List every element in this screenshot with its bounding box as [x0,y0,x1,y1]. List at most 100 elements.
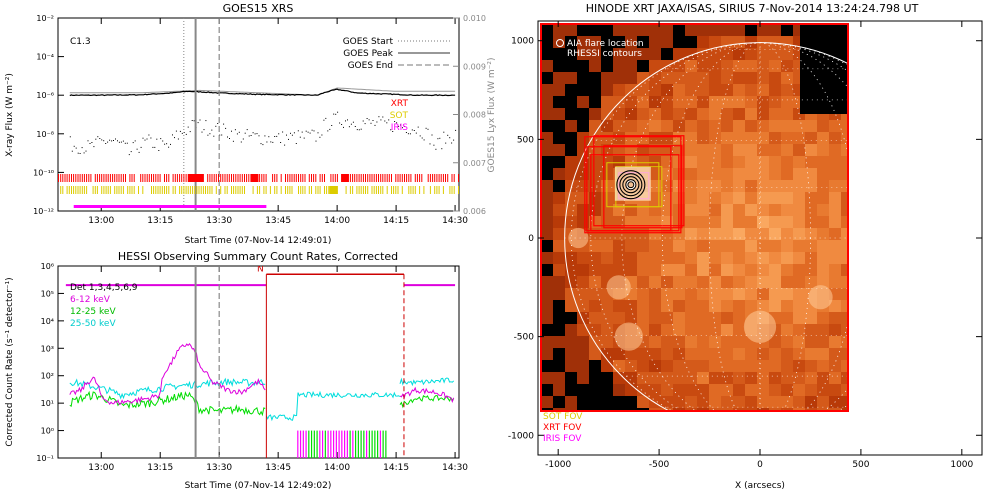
xrt-image-block [781,336,793,348]
goes-short-point [297,130,299,132]
goes-short-point [118,141,120,143]
xrt-image-block [709,300,721,312]
goes-short-point [170,143,171,145]
xrt-image-block [757,132,769,144]
xrt-coverage-tick [181,174,183,182]
sot-coverage-tick [453,186,455,194]
sot-coverage-tick [159,186,161,194]
xrt-image-block [757,168,769,180]
sot-coverage-tick [116,186,118,194]
xrt-image-block [673,108,685,120]
sot-coverage-tick [324,186,325,194]
goes-ytick-right-label: 0.007 [463,159,486,168]
xrt-image-block [577,60,589,72]
goes-short-point [150,137,152,139]
xrt-image-block [565,408,577,411]
xrt-coverage-tick [261,174,263,182]
rhessi-contour [619,173,643,197]
xrt-image-block [577,360,589,372]
xrt-image-block [733,312,745,324]
xrt-ytick-label: -500 [514,333,535,343]
xrt-image-block [577,336,589,348]
xrt-image-block [565,348,577,360]
xrt-image-block [637,48,649,60]
xrt-image-block [685,300,697,312]
goes-short-point [404,125,405,127]
xrt-image-block [601,240,613,252]
xrt-image-block [565,288,577,300]
xrt-image-block [697,252,709,264]
goes-short-point [421,137,423,139]
xrt-image-block [817,336,829,348]
xrt-image-block [769,360,781,372]
xrt-image-block [565,60,577,72]
xrt-image-block [841,348,848,360]
sot-coverage-tick [127,186,129,194]
xrt-image-block [793,300,805,312]
xrt-coverage-tick [265,174,267,182]
xrt-image-block [733,36,745,48]
xrt-coverage-tick [369,174,371,182]
goes-short-point [174,137,175,139]
sot-coverage-tick [380,186,382,194]
xrt-image-block [733,396,745,408]
xrt-image-block [793,120,805,132]
xrt-image-block [709,288,721,300]
xrt-image-block [709,264,721,276]
goes-short-point [101,139,103,141]
xrt-image-block [637,108,649,120]
sot-coverage-tick [336,186,338,194]
xrt-image-block [541,72,553,84]
xrt-image-block [841,408,848,411]
xrt-coverage-tick [174,174,176,182]
xrt-coverage-tick [380,174,382,182]
xrt-image-block [649,312,661,324]
xrt-coverage-tick [153,174,155,182]
sot-coverage-tick [401,186,403,194]
xrt-fov-box [584,136,682,234]
xrt-image-block [745,204,757,216]
xrt-coverage-tick [447,174,449,182]
goes-short-point [439,137,441,139]
sot-coverage-tick [192,186,194,194]
xrt-image-block [769,144,781,156]
goes-short-point [134,140,136,142]
xrt-coverage-tick [176,174,178,182]
xrt-image-block [709,324,721,336]
xrt-image-block [769,48,781,60]
xrt-image-block [625,72,637,84]
goes-short-point [221,134,223,136]
sot-coverage-tick [71,186,72,194]
xrt-coverage-tick [453,174,455,182]
xrt-image-block [673,324,685,336]
xrt-image-block [757,156,769,168]
xrt-image-block [625,60,637,72]
xrt-image-block [637,84,649,96]
sot-coverage-tick [211,186,213,194]
goes-short-point [144,139,146,141]
hessi-plot-frame [57,265,460,459]
xrt-image-block [793,156,805,168]
goes-short-point [103,140,105,142]
xrt-image-block [793,144,805,156]
goes-short-point [199,119,201,121]
goes-short-point [451,142,453,144]
xrt-image-block [673,24,685,36]
xrt-coverage-tick [295,174,297,182]
xrt-image-block [841,168,848,180]
xrt-image-block [697,168,709,180]
xrt-image-block [601,72,613,84]
xrt-coverage-tick [358,174,360,182]
xrt-image-block [661,48,673,60]
goes-short-point [388,119,390,121]
xrt-coverage-tick [354,174,356,182]
xrt-image-block [613,348,625,360]
xrt-image-block [733,108,745,120]
xrt-image-block [757,144,769,156]
xrt-image-block [553,96,565,108]
xrt-image-block [805,120,817,132]
sot-coverage-tick [94,186,96,194]
legend-detectors: Det 1,3,4,5,6,9 [70,283,138,293]
sot-coverage-tick [438,186,440,194]
goes-short-point [400,124,401,126]
